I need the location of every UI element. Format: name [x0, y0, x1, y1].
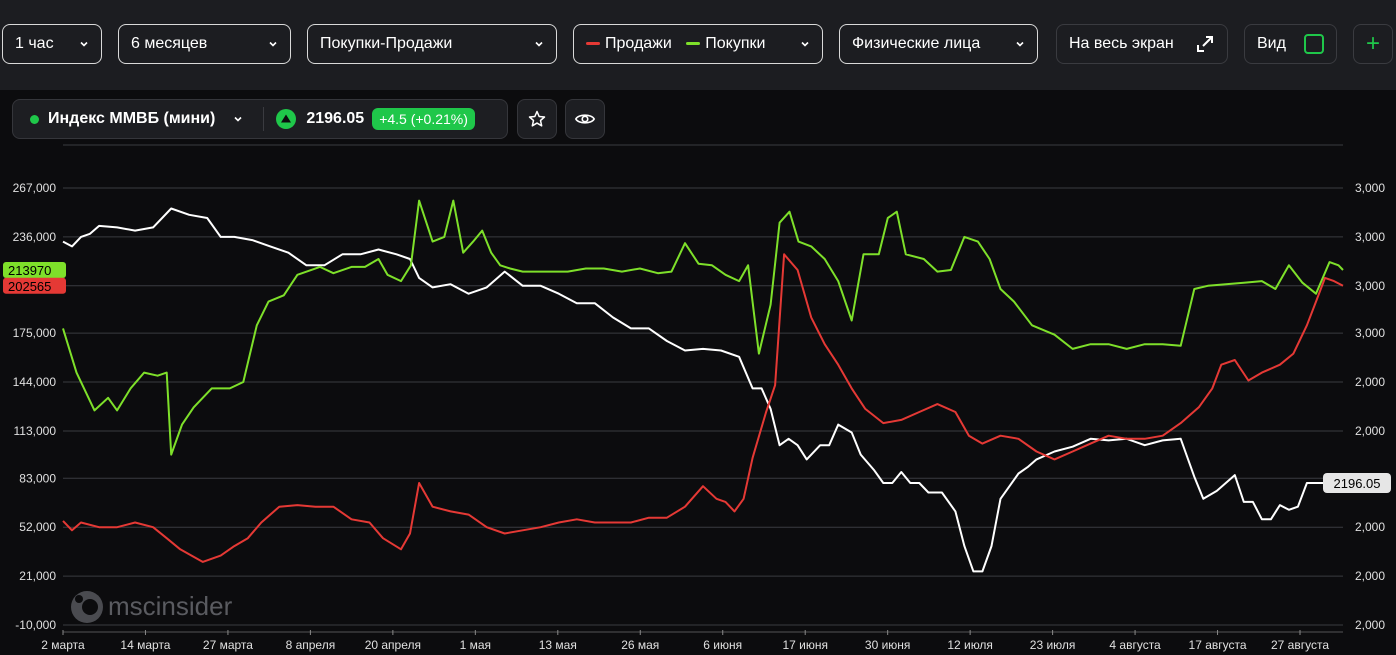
plus-icon: + [1365, 30, 1380, 57]
index-series-line [62, 207, 1343, 573]
x-tick-label: 4 августа [1109, 638, 1161, 652]
left-tick-label: 21,000 [19, 569, 56, 583]
x-tick-label: 1 мая [460, 638, 491, 652]
x-tick-label: 17 июня [782, 638, 828, 652]
right-tick-label: 2,000 [1355, 375, 1385, 389]
chevron-down-icon [234, 116, 242, 122]
participants-select[interactable]: Физические лица [839, 24, 1038, 64]
x-tick-label: 8 апреля [286, 638, 336, 652]
eye-icon [574, 114, 596, 124]
left-tick-label: 113,000 [14, 424, 57, 438]
fullscreen-icon [1197, 36, 1213, 52]
fullscreen-button[interactable]: На весь экран [1056, 24, 1228, 64]
buys-legend-label: Покупки [705, 35, 766, 52]
x-tick-label: 12 июля [947, 638, 993, 652]
x-tick-label: 27 августа [1271, 638, 1329, 652]
chevron-down-icon [80, 41, 88, 47]
buys-series-line [62, 199, 1344, 456]
sales-last-value-tag [3, 277, 66, 294]
x-tick-label: 23 июля [1030, 638, 1076, 652]
star-icon [528, 110, 546, 127]
ticker-selector[interactable]: Индекс ММВБ (мини) 2196.05 +4.5 (+0.21%) [12, 99, 508, 139]
buys-color-dash [686, 42, 701, 46]
right-tick-label: 2,000 [1355, 618, 1385, 632]
sales-color-dash [586, 42, 600, 46]
left-tick-label: 52,000 [19, 520, 56, 534]
buys-last-value-label: 213970 [8, 263, 51, 278]
view-toggle[interactable]: Вид [1244, 24, 1337, 64]
chevron-down-icon [801, 41, 809, 47]
chevron-down-icon [269, 41, 277, 47]
mode-select[interactable]: Покупки-Продажи [307, 24, 557, 64]
left-tick-label: 144,000 [13, 375, 57, 389]
divider [263, 107, 265, 131]
period-select[interactable]: 6 месяцев [118, 24, 291, 64]
x-tick-label: 17 августа [1189, 638, 1247, 652]
interval-select[interactable]: 1 час [2, 24, 102, 64]
view-checkbox-icon [1304, 34, 1324, 54]
x-tick-label: 14 марта [120, 638, 170, 652]
right-tick-label: 2,000 [1355, 520, 1385, 534]
period-label: 6 месяцев [131, 35, 208, 52]
status-dot-icon [30, 114, 39, 124]
view-label: Вид [1257, 35, 1286, 52]
toolbar: 1 час 6 месяцев Покупки-Продажи Продажи … [0, 0, 1396, 90]
right-tick-label: 2,000 [1355, 424, 1385, 438]
watermark-text: mscinsider [108, 591, 233, 621]
left-tick-label: 267,000 [13, 181, 57, 195]
price-up-icon [276, 109, 297, 129]
buys-last-value-tag [3, 262, 66, 279]
favorite-button[interactable] [517, 99, 557, 139]
chevron-down-icon [1016, 41, 1024, 47]
participants-label: Физические лица [852, 35, 981, 52]
x-tick-label: 27 марта [203, 638, 253, 652]
change-badge: +4.5 (+0.21%) [372, 108, 475, 130]
left-tick-label: 236,000 [13, 230, 57, 244]
x-tick-label: 13 мая [539, 638, 577, 652]
right-tick-label: 3,000 [1355, 326, 1385, 340]
sales-legend-label: Продажи [605, 35, 672, 52]
fullscreen-label: На весь экран [1069, 35, 1174, 52]
add-button[interactable]: + [1353, 24, 1393, 64]
series-legend: Продажи Покупки [586, 35, 792, 53]
ticker-name: Индекс ММВБ (мини) [48, 110, 216, 127]
chart-panel [0, 90, 1396, 655]
chart-svg: mscinsider 267,000 236,000 175,000 144,000 1… [3, 144, 1391, 652]
watermark: mscinsider [71, 591, 233, 623]
chevron-down-icon [535, 41, 543, 47]
mode-label: Покупки-Продажи [320, 35, 453, 52]
left-tick-label: 175,000 [13, 326, 57, 340]
logo-icon [71, 591, 103, 623]
visibility-button[interactable] [565, 99, 605, 139]
interval-label: 1 час [15, 35, 54, 52]
ticker-price: 2196.05 [306, 110, 365, 127]
series-select[interactable]: Продажи Покупки [573, 24, 823, 64]
left-tick-label: -10,000 [15, 618, 56, 632]
left-tick-label: 83,000 [19, 471, 56, 485]
right-tick-label: 3,000 [1355, 230, 1385, 244]
index-last-value-tag [1323, 473, 1391, 494]
sales-series-line [62, 253, 1344, 563]
x-tick-label: 2 марта [41, 638, 85, 652]
sales-last-value-label: 202565 [8, 279, 51, 294]
x-tick-label: 30 июня [865, 638, 911, 652]
x-tick-label: 20 апреля [365, 638, 421, 652]
x-tick-label: 26 мая [621, 638, 659, 652]
right-tick-label: 2,000 [1355, 569, 1385, 583]
x-tick-label: 6 июня [703, 638, 742, 652]
right-tick-label: 3,000 [1355, 181, 1385, 195]
right-tick-label: 3,000 [1355, 279, 1385, 293]
index-last-value-label: 2196.05 [1334, 476, 1381, 491]
